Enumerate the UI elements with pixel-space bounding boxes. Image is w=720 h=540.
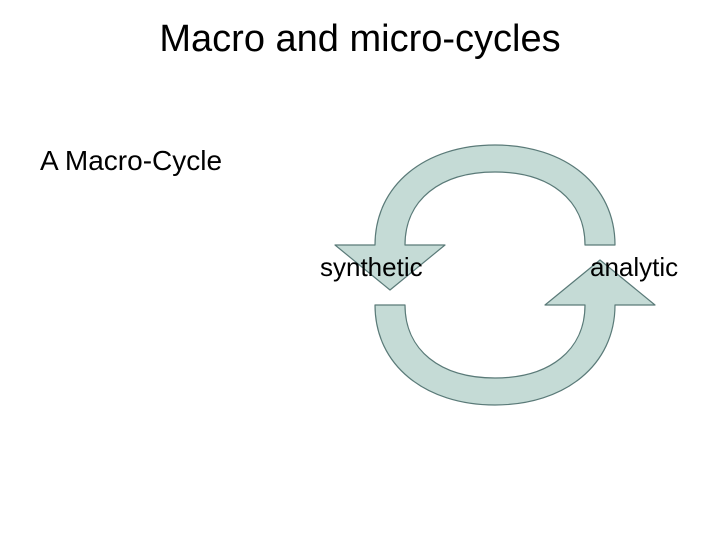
subtitle: A Macro-Cycle bbox=[40, 145, 222, 177]
label-analytic: analytic bbox=[590, 252, 678, 283]
cycle-diagram bbox=[290, 130, 690, 460]
page-title: Macro and micro-cycles bbox=[0, 18, 720, 61]
label-synthetic: synthetic bbox=[320, 252, 423, 283]
